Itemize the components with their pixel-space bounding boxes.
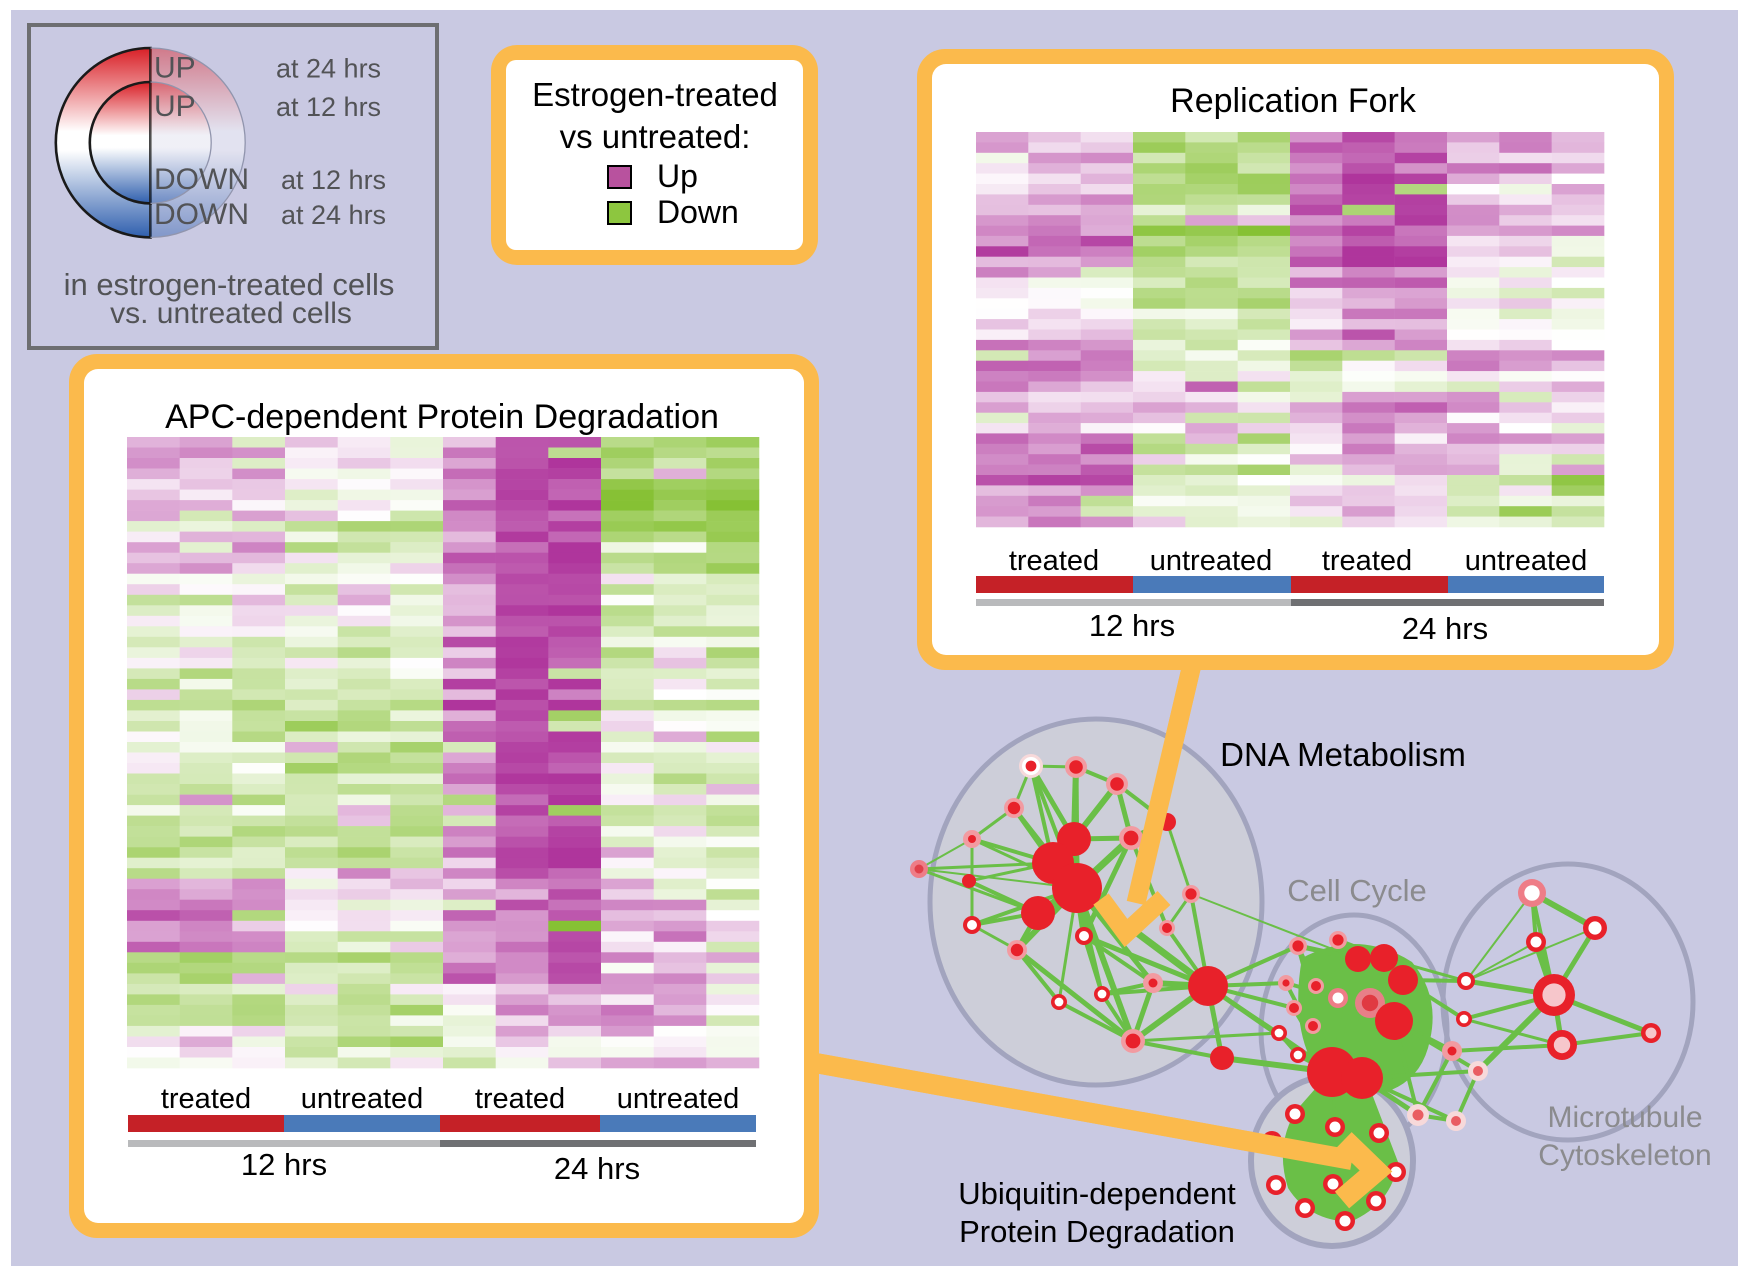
svg-text:untreated: untreated	[617, 1083, 740, 1115]
svg-text:at 24 hrs: at 24 hrs	[276, 54, 381, 84]
svg-text:Protein Degradation: Protein Degradation	[959, 1214, 1235, 1249]
svg-text:Estrogen-treated: Estrogen-treated	[532, 76, 778, 113]
svg-text:DNA Metabolism: DNA Metabolism	[1220, 736, 1466, 773]
svg-text:24 hrs: 24 hrs	[554, 1151, 640, 1186]
svg-text:UP: UP	[154, 90, 196, 123]
svg-text:12 hrs: 12 hrs	[1089, 608, 1175, 643]
svg-text:DOWN: DOWN	[154, 163, 249, 196]
svg-text:DOWN: DOWN	[154, 198, 249, 231]
svg-text:treated: treated	[161, 1083, 251, 1115]
svg-text:treated: treated	[1322, 545, 1412, 577]
svg-text:vs. untreated cells: vs. untreated cells	[110, 297, 352, 330]
svg-text:untreated: untreated	[1150, 545, 1273, 577]
svg-text:untreated: untreated	[301, 1083, 424, 1115]
svg-text:Ubiquitin-dependent: Ubiquitin-dependent	[958, 1176, 1236, 1211]
svg-text:at 24 hrs: at 24 hrs	[281, 200, 386, 230]
svg-text:vs untreated:: vs untreated:	[560, 118, 751, 155]
svg-text:Microtubule: Microtubule	[1547, 1101, 1702, 1134]
svg-text:treated: treated	[475, 1083, 565, 1115]
svg-text:UP: UP	[154, 52, 196, 85]
svg-text:untreated: untreated	[1465, 545, 1588, 577]
svg-text:Replication Fork: Replication Fork	[1170, 82, 1417, 120]
svg-text:in estrogen-treated cells: in estrogen-treated cells	[64, 267, 395, 302]
svg-text:at 12 hrs: at 12 hrs	[276, 92, 381, 122]
svg-text:12 hrs: 12 hrs	[241, 1147, 327, 1182]
svg-text:24 hrs: 24 hrs	[1402, 611, 1488, 646]
svg-text:Up: Up	[657, 158, 698, 194]
svg-text:Cell Cycle: Cell Cycle	[1287, 873, 1427, 908]
svg-text:APC-dependent Protein Degradat: APC-dependent Protein Degradation	[165, 398, 719, 436]
svg-text:Down: Down	[657, 194, 739, 230]
svg-text:treated: treated	[1009, 545, 1099, 577]
svg-text:Cytoskeleton: Cytoskeleton	[1538, 1139, 1711, 1172]
svg-text:at 12 hrs: at 12 hrs	[281, 165, 386, 195]
